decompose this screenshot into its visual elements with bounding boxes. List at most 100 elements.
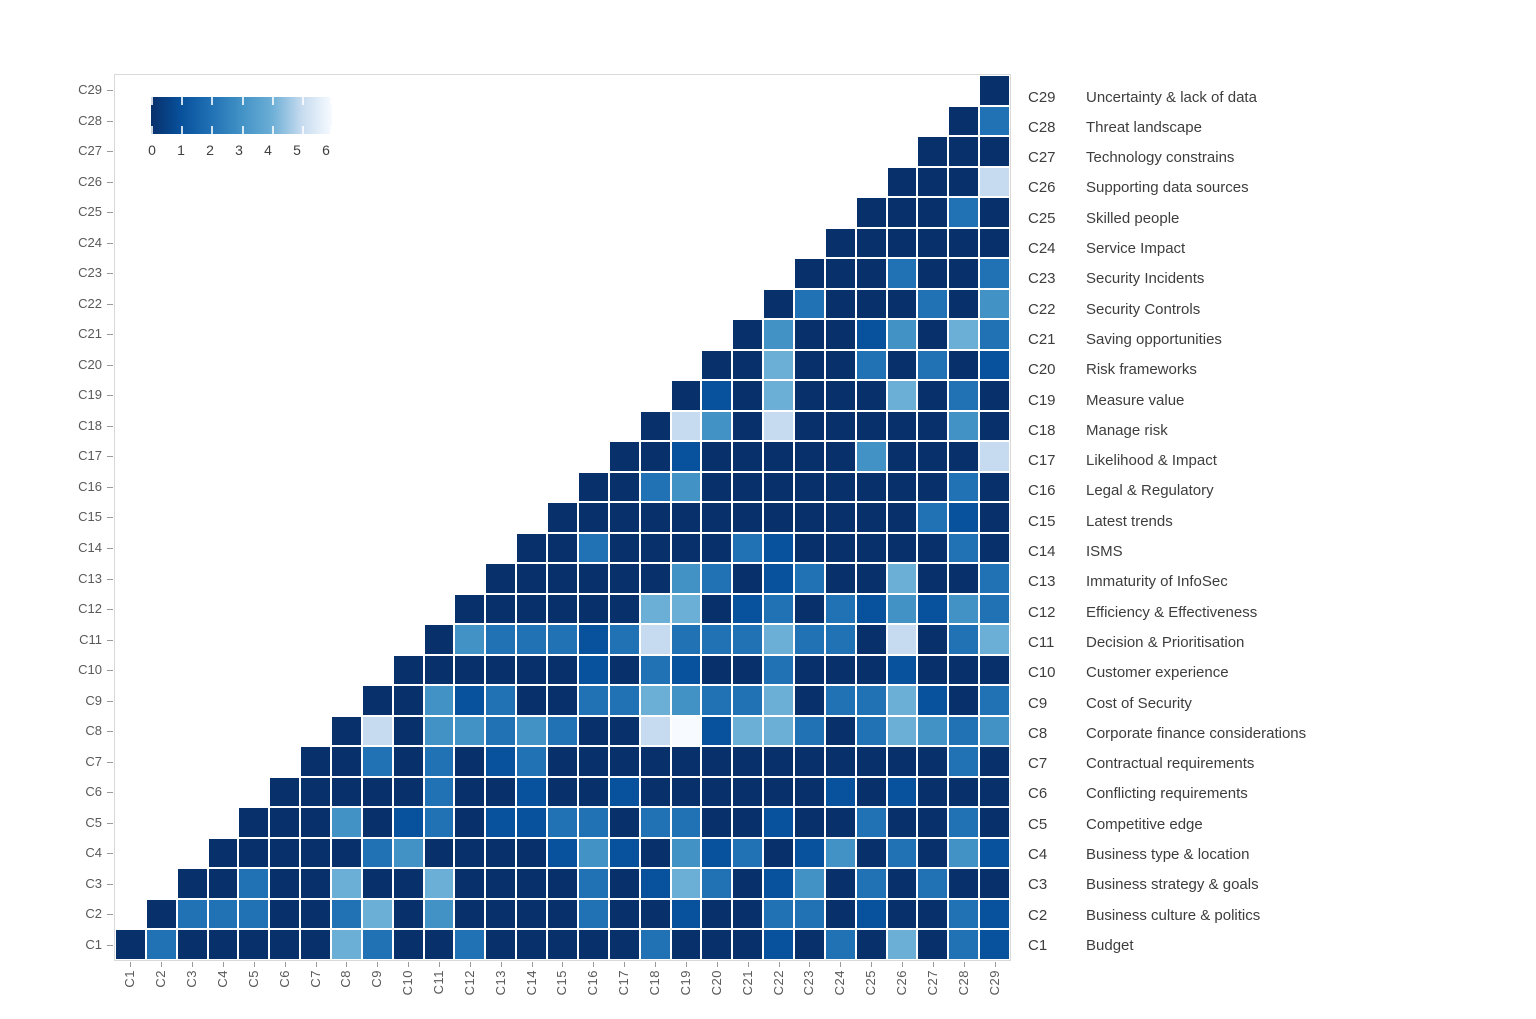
heatmap-cell bbox=[578, 899, 608, 929]
heatmap-cell bbox=[332, 869, 361, 898]
heatmap-cell bbox=[702, 930, 732, 959]
legend-code: C2 bbox=[1028, 906, 1048, 924]
heatmap-cell bbox=[856, 655, 886, 685]
heatmap-cell bbox=[424, 838, 454, 868]
legend-row: C4 Business type & location bbox=[1028, 840, 1249, 870]
heatmap-cell bbox=[856, 899, 886, 929]
heatmap-cell bbox=[856, 533, 886, 563]
y-axis-tick-label: C4 bbox=[85, 845, 102, 861]
heatmap-cell bbox=[825, 686, 855, 715]
heatmap-cell bbox=[764, 564, 793, 593]
heatmap-cell bbox=[640, 594, 670, 624]
heatmap-cell bbox=[640, 777, 670, 807]
heatmap-cell bbox=[393, 716, 423, 746]
legend-code: C3 bbox=[1028, 876, 1048, 894]
legend-label: Efficiency & Effectiveness bbox=[1086, 603, 1258, 621]
heatmap-cell bbox=[578, 594, 608, 624]
heatmap-cell bbox=[794, 442, 824, 471]
heatmap-cell bbox=[301, 838, 331, 868]
heatmap-cell bbox=[548, 930, 577, 959]
y-axis-tick bbox=[107, 303, 113, 305]
legend-row: C3 Business strategy & goals bbox=[1028, 870, 1259, 900]
heatmap-cell bbox=[578, 503, 608, 532]
x-axis-tick bbox=[593, 961, 595, 967]
heatmap-cell bbox=[455, 930, 485, 959]
colorbar-tick-label: 2 bbox=[206, 142, 214, 158]
heatmap-cell bbox=[609, 564, 639, 593]
legend-code: C10 bbox=[1028, 664, 1056, 682]
heatmap-cell bbox=[239, 808, 269, 837]
x-axis-tick-label: C29 bbox=[986, 969, 1002, 996]
heatmap-cell bbox=[949, 716, 979, 746]
heatmap-cell bbox=[393, 899, 423, 929]
heatmap-cell bbox=[517, 625, 547, 654]
y-axis-tick bbox=[107, 517, 113, 519]
heatmap-cell bbox=[671, 625, 701, 654]
heatmap-cell bbox=[702, 686, 732, 715]
x-axis-tick bbox=[161, 961, 163, 967]
heatmap-cell bbox=[825, 716, 855, 746]
x-axis-tick-label: C18 bbox=[647, 969, 663, 996]
heatmap-cell bbox=[825, 808, 855, 837]
heatmap-cell bbox=[424, 808, 454, 837]
heatmap-cell bbox=[393, 747, 423, 776]
y-axis-tick-label: C18 bbox=[78, 417, 102, 433]
heatmap-cell bbox=[794, 259, 824, 288]
legend-row: C13 Immaturity of InfoSec bbox=[1028, 567, 1228, 597]
heatmap-cell bbox=[702, 350, 732, 380]
heatmap-cell bbox=[918, 442, 948, 471]
legend-row: C18 Manage risk bbox=[1028, 415, 1168, 445]
heatmap-cell bbox=[918, 472, 948, 502]
heatmap-cell bbox=[794, 533, 824, 563]
heatmap-cell bbox=[270, 777, 300, 807]
x-axis-tick bbox=[901, 961, 903, 967]
heatmap-cell bbox=[980, 472, 1009, 502]
y-axis-tick bbox=[107, 822, 113, 824]
legend-code: C12 bbox=[1028, 603, 1056, 621]
heatmap-cell bbox=[517, 899, 547, 929]
heatmap-cell bbox=[733, 625, 763, 654]
heatmap-cell bbox=[856, 838, 886, 868]
heatmap-cell bbox=[887, 564, 917, 593]
heatmap-cell bbox=[424, 686, 454, 715]
heatmap-cell bbox=[332, 838, 361, 868]
heatmap-cell bbox=[794, 808, 824, 837]
y-axis-tick-label: C19 bbox=[78, 387, 102, 403]
heatmap-cell bbox=[764, 716, 793, 746]
heatmap-cell bbox=[918, 198, 948, 227]
legend-label: ISMS bbox=[1086, 543, 1123, 560]
heatmap-cell bbox=[949, 198, 979, 227]
heatmap-cell bbox=[424, 747, 454, 776]
colorbar-tick-mark bbox=[241, 97, 244, 105]
legend-row: C5 Competitive edge bbox=[1028, 809, 1203, 839]
heatmap-cell bbox=[517, 777, 547, 807]
legend-row: C20 Risk frameworks bbox=[1028, 355, 1197, 385]
heatmap-cell bbox=[794, 289, 824, 319]
legend-label: Immaturity of InfoSec bbox=[1086, 573, 1228, 591]
heatmap-cell bbox=[578, 777, 608, 807]
heatmap-cell bbox=[455, 777, 485, 807]
heatmap-cell bbox=[825, 350, 855, 380]
y-axis-tick-label: C13 bbox=[78, 570, 102, 586]
legend-row: C11 Decision & Prioritisation bbox=[1028, 627, 1244, 657]
heatmap-cell bbox=[856, 747, 886, 776]
heatmap-cell bbox=[733, 381, 763, 410]
x-axis-tick-label: C7 bbox=[307, 969, 323, 988]
x-axis-tick-label: C16 bbox=[585, 969, 601, 996]
heatmap-cell bbox=[949, 930, 979, 959]
legend-code: C1 bbox=[1028, 936, 1048, 954]
heatmap-cell bbox=[949, 564, 979, 593]
heatmap-cell bbox=[486, 686, 516, 715]
heatmap-cell bbox=[578, 869, 608, 898]
heatmap-cell bbox=[764, 655, 793, 685]
x-axis-tick-label: C11 bbox=[431, 969, 447, 995]
heatmap-cell bbox=[794, 899, 824, 929]
heatmap-cell bbox=[640, 899, 670, 929]
x-axis-tick-label: C27 bbox=[924, 969, 940, 996]
heatmap-cell bbox=[393, 655, 423, 685]
y-axis-tick-label: C7 bbox=[85, 753, 102, 769]
heatmap-cell bbox=[702, 442, 732, 471]
heatmap-cell bbox=[578, 747, 608, 776]
heatmap-cell bbox=[671, 442, 701, 471]
heatmap-cell bbox=[733, 930, 763, 959]
